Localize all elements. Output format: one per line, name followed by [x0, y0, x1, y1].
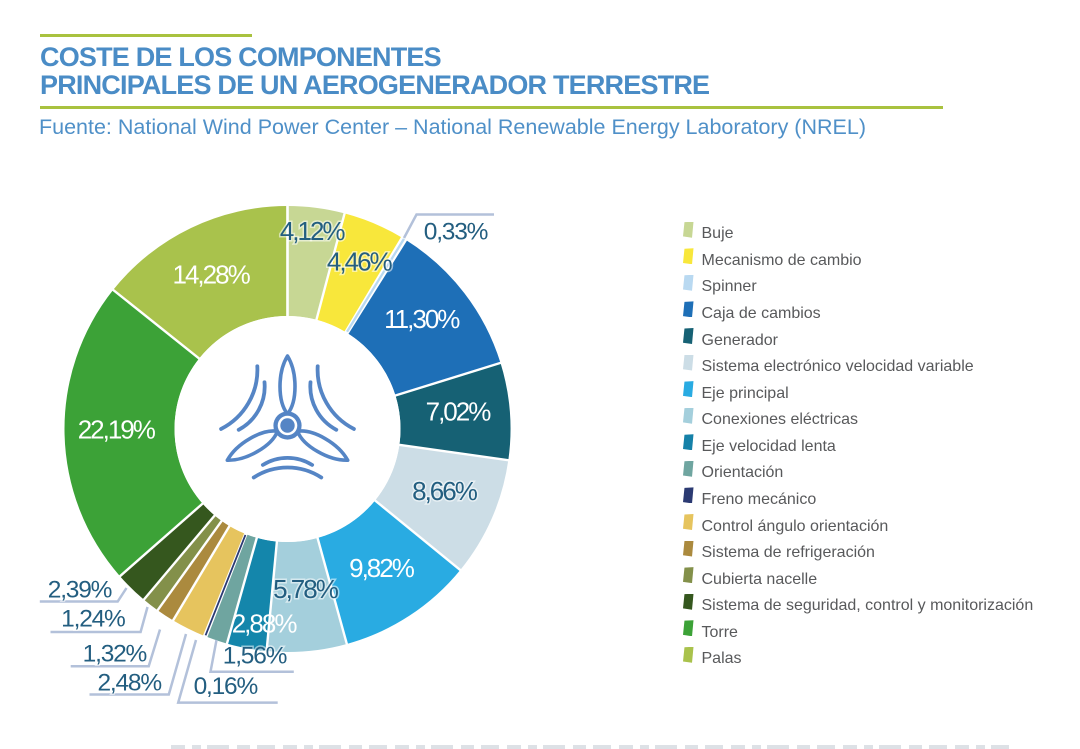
- svg-text:2,48%: 2,48%: [97, 670, 161, 697]
- svg-text:4,12%: 4,12%: [280, 216, 346, 246]
- svg-text:1,24%: 1,24%: [61, 606, 125, 633]
- svg-text:2,88%: 2,88%: [232, 609, 298, 639]
- svg-text:8,66%: 8,66%: [412, 476, 478, 506]
- svg-text:2,39%: 2,39%: [48, 577, 112, 604]
- svg-text:0,16%: 0,16%: [194, 673, 258, 700]
- svg-text:22,19%: 22,19%: [78, 414, 156, 444]
- svg-text:1,56%: 1,56%: [223, 643, 287, 670]
- svg-text:1,32%: 1,32%: [83, 641, 147, 668]
- svg-text:5,78%: 5,78%: [273, 574, 339, 604]
- svg-text:11,30%: 11,30%: [384, 304, 460, 334]
- svg-text:9,82%: 9,82%: [349, 553, 415, 583]
- svg-text:4,46%: 4,46%: [327, 247, 393, 277]
- svg-text:7,02%: 7,02%: [426, 397, 492, 427]
- svg-text:0,33%: 0,33%: [424, 219, 488, 246]
- svg-text:14,28%: 14,28%: [173, 259, 251, 289]
